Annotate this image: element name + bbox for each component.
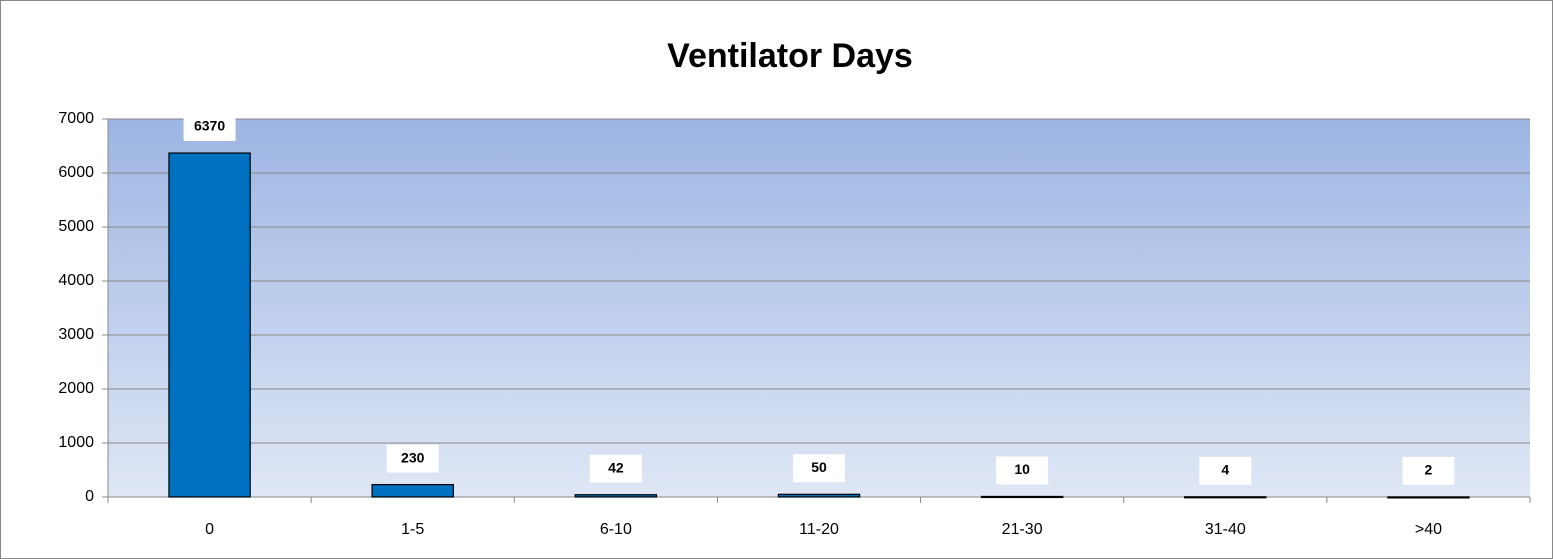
data-label-box [1199, 456, 1252, 485]
bar [980, 495, 1064, 499]
x-tick-label: 1-5 [401, 521, 424, 538]
x-tick-label: 21-30 [1002, 521, 1043, 538]
bar [168, 152, 251, 498]
data-label-box [183, 113, 236, 142]
x-tick-label: 6-10 [600, 521, 632, 538]
data-label-box [589, 454, 642, 483]
bar [574, 494, 658, 498]
plot-area [108, 119, 1530, 497]
chart-title: Ventilator Days [667, 37, 913, 75]
y-tick-label: 5000 [58, 218, 94, 235]
y-tick-label: 7000 [58, 110, 94, 127]
bar [1387, 496, 1470, 499]
x-tick-label: 11-20 [799, 521, 839, 538]
y-tick-label: 3000 [58, 326, 94, 343]
x-tick-label: 0 [205, 521, 214, 538]
data-label: 42 [608, 459, 624, 475]
data-label: 2 [1425, 462, 1433, 478]
data-label-box [386, 444, 439, 473]
data-label-box [793, 454, 845, 483]
bar [777, 493, 861, 498]
y-tick-label: 1000 [58, 434, 94, 451]
data-label: 50 [811, 459, 827, 475]
x-tick-label: 31-40 [1205, 521, 1246, 538]
data-label-box [1402, 456, 1455, 485]
bar [1184, 496, 1267, 499]
data-label: 6370 [194, 118, 225, 134]
y-tick-label: 4000 [58, 272, 94, 289]
y-tick-label: 2000 [58, 380, 94, 397]
data-label: 4 [1221, 461, 1229, 477]
data-label: 230 [401, 449, 425, 465]
x-tick-label: >40 [1415, 521, 1442, 538]
y-tick-label: 6000 [58, 164, 94, 181]
data-label: 10 [1014, 461, 1030, 477]
y-tick-label: 0 [85, 488, 94, 505]
bar [371, 483, 454, 498]
data-label-box [996, 456, 1049, 485]
